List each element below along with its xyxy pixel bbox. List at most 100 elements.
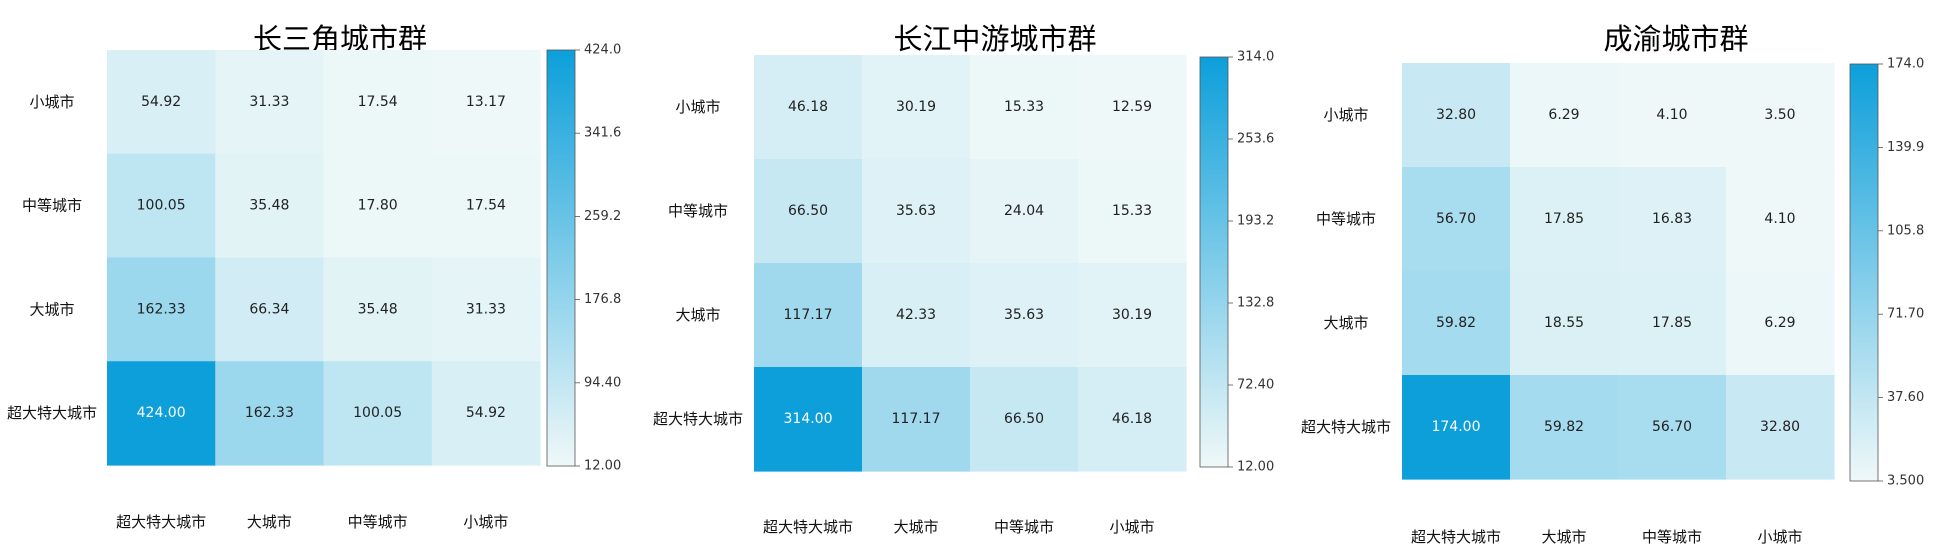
cell-value-label: 35.48 [249, 198, 289, 214]
cell-value-label: 24.04 [1004, 203, 1044, 219]
heatmap-cell [1618, 375, 1727, 480]
cell-value-label: 6.29 [1548, 107, 1579, 123]
cell-value-label: 17.85 [1544, 211, 1584, 227]
cell-value-label: 15.33 [1004, 99, 1044, 115]
cell-value-label: 31.33 [249, 94, 289, 110]
cell-value-label: 17.80 [358, 198, 398, 214]
heatmap-cell [1726, 271, 1835, 376]
cell-value-label: 17.54 [358, 94, 398, 110]
heatmap-cell [431, 153, 541, 259]
cell-value-label: 35.63 [1004, 307, 1044, 323]
heatmap-cell [1726, 167, 1835, 272]
row-tick-label: 大城市 [675, 306, 720, 324]
heatmap-cell [754, 263, 863, 368]
column-tick-label: 小城市 [1109, 518, 1154, 536]
heatmap-cell [323, 257, 433, 362]
cell-value-label: 35.48 [358, 301, 398, 317]
heatmap-cell [431, 361, 541, 466]
colorbar-tick-label: 341.6 [584, 126, 621, 141]
row-tick-label: 小城市 [675, 98, 720, 116]
cell-value-label: 66.34 [249, 301, 289, 317]
heatmap-cell [323, 361, 433, 466]
colorbar-tick-label: 253.6 [1237, 132, 1274, 147]
heatmap-cell [862, 159, 971, 264]
cell-value-label: 17.85 [1652, 315, 1692, 331]
cell-value-label: 32.80 [1760, 419, 1800, 435]
heatmap-cell [1402, 63, 1511, 168]
heatmap-cell [215, 50, 325, 155]
heatmap-cell [1618, 167, 1727, 272]
heatmap-cell [323, 153, 433, 259]
row-tick-label: 小城市 [1323, 106, 1368, 124]
cell-value-label: 162.33 [137, 301, 186, 317]
heatmap-cell [970, 159, 1079, 264]
heatmap-cell [215, 257, 325, 362]
cell-value-label: 32.80 [1436, 107, 1476, 123]
cell-value-label: 66.50 [788, 203, 828, 219]
heatmap-cell [970, 55, 1079, 160]
heatmap-cell [1510, 271, 1619, 376]
cell-value-label: 17.54 [466, 198, 506, 214]
heatmap-cell [970, 367, 1079, 472]
cell-value-label: 3.50 [1764, 107, 1795, 123]
row-tick-label: 中等城市 [668, 202, 728, 220]
row-tick-label: 小城市 [29, 93, 74, 111]
heatmap-cell [431, 257, 541, 362]
cell-value-label: 424.00 [137, 405, 186, 421]
colorbar-tick-label: 424.0 [584, 43, 621, 58]
cell-value-label: 42.33 [896, 307, 936, 323]
column-tick-label: 小城市 [463, 513, 508, 531]
heatmap-cell [754, 367, 863, 472]
cell-value-label: 18.55 [1544, 315, 1584, 331]
column-tick-label: 大城市 [1541, 528, 1586, 546]
heatmap-cell [1078, 367, 1187, 472]
heatmap-cell [107, 153, 216, 259]
row-tick-label: 中等城市 [22, 197, 82, 215]
row-tick-label: 超大特大城市 [7, 404, 97, 422]
cell-value-label: 100.05 [137, 198, 186, 214]
cell-value-label: 59.82 [1544, 419, 1584, 435]
cell-value-label: 66.50 [1004, 411, 1044, 427]
row-tick-label: 大城市 [29, 300, 74, 318]
column-tick-label: 大城市 [893, 518, 938, 536]
heatmap-cell [323, 50, 433, 155]
heatmap-cell [862, 263, 971, 368]
cell-value-label: 117.17 [784, 307, 833, 323]
colorbar-tick-label: 193.2 [1237, 214, 1274, 229]
heatmap-cell [107, 257, 216, 362]
heatmap-cell [1402, 271, 1511, 376]
cell-value-label: 117.17 [892, 411, 941, 427]
colorbar [546, 49, 576, 467]
heatmap-cell [862, 367, 971, 472]
colorbar [1199, 56, 1229, 468]
cell-value-label: 35.63 [896, 203, 936, 219]
cell-value-label: 59.82 [1436, 315, 1476, 331]
heatmap-cell [1402, 167, 1511, 272]
chart-title: 成渝城市群 [1603, 22, 1748, 56]
row-tick-label: 中等城市 [1316, 210, 1376, 228]
cell-value-label: 56.70 [1652, 419, 1692, 435]
colorbar-tick-label: 72.40 [1237, 378, 1274, 393]
cell-value-label: 314.00 [784, 411, 833, 427]
cell-value-label: 46.18 [788, 99, 828, 115]
cell-value-label: 12.59 [1112, 99, 1152, 115]
row-tick-label: 超大特大城市 [1301, 418, 1391, 436]
cell-value-label: 6.29 [1764, 315, 1795, 331]
heatmap-cell [1078, 263, 1187, 368]
heatmap-cell [1618, 271, 1727, 376]
column-tick-label: 大城市 [247, 513, 292, 531]
cell-value-label: 15.33 [1112, 203, 1152, 219]
colorbar-tick-label: 37.60 [1887, 390, 1924, 405]
colorbar-tick-label: 71.70 [1887, 307, 1924, 322]
heatmap-cell [1078, 159, 1187, 264]
colorbar-tick-label: 132.8 [1237, 296, 1274, 311]
heatmap-cell [754, 55, 863, 160]
heatmap-cell [1510, 375, 1619, 480]
cell-value-label: 4.10 [1656, 107, 1687, 123]
colorbar [1849, 63, 1879, 482]
cell-value-label: 4.10 [1764, 211, 1795, 227]
cell-value-label: 54.92 [466, 405, 506, 421]
colorbar-tick-label: 259.2 [584, 209, 621, 224]
